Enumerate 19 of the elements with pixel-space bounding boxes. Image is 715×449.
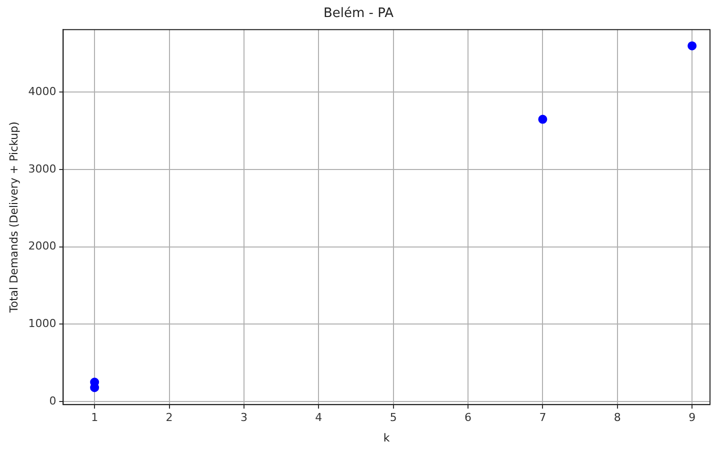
y-tick-label: 1000 [28,317,56,330]
point [538,114,548,124]
x-axis-title: k [383,431,390,444]
y-tick-label: 0 [49,394,56,408]
x-tick-label: 8 [614,411,621,424]
y-tick-label: 2000 [28,240,56,253]
y-tick-label: 3000 [28,162,56,176]
chart-title: Belém - PA [323,6,394,22]
point [688,41,697,50]
x-tick-label: 5 [390,411,397,424]
x-tick-label: 3 [240,411,248,424]
x-tick-label: 1 [91,411,98,424]
y-axis-title: Total Demands (Delivery + Pickup) [7,122,20,314]
x-tick-label: 4 [315,411,322,424]
x-tick-label: 6 [464,411,472,424]
y-tick-label: 4000 [28,85,56,98]
x-tick-label: 9 [688,411,696,424]
x-tick-label: 7 [539,411,546,424]
x-tick-label: 2 [166,411,173,424]
